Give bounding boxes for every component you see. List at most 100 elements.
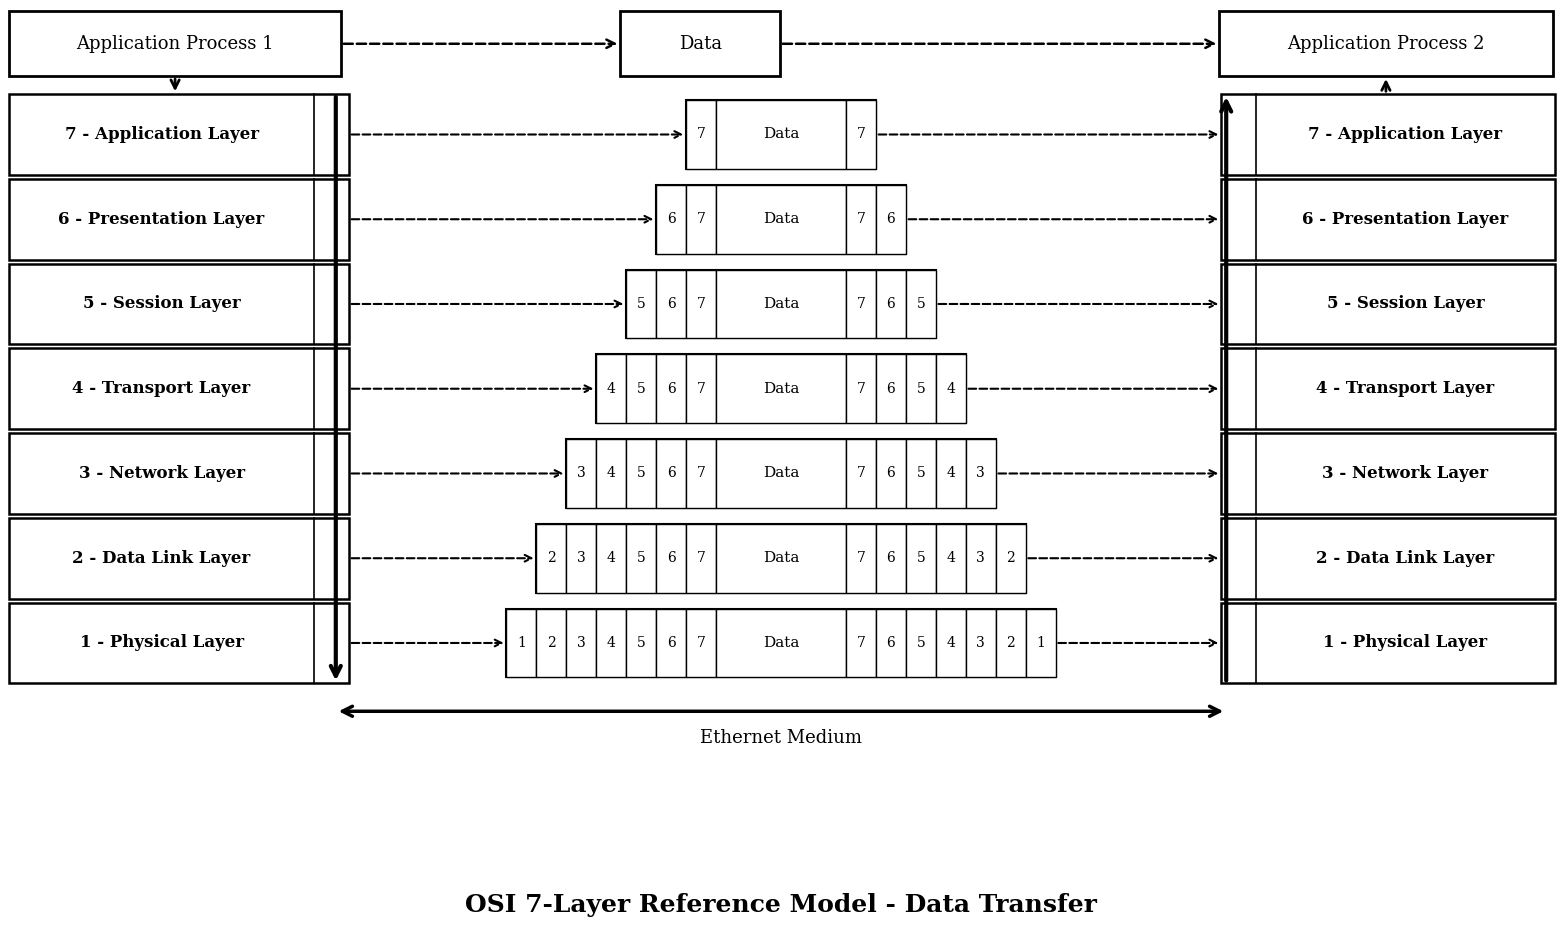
- Text: 5: 5: [637, 551, 645, 565]
- Text: Data: Data: [762, 382, 800, 396]
- Bar: [506, 609, 1056, 677]
- Text: 5 - Session Layer: 5 - Session Layer: [1326, 295, 1484, 313]
- Bar: [626, 270, 656, 338]
- Bar: [936, 439, 965, 508]
- Bar: [876, 439, 906, 508]
- Bar: [9, 517, 348, 599]
- Bar: [620, 11, 779, 77]
- Text: 6: 6: [886, 212, 895, 226]
- Bar: [597, 439, 626, 508]
- Bar: [9, 348, 348, 429]
- Bar: [906, 354, 936, 423]
- Text: 7: 7: [856, 382, 865, 396]
- Text: Data: Data: [762, 128, 800, 141]
- Text: OSI 7-Layer Reference Model - Data Transfer: OSI 7-Layer Reference Model - Data Trans…: [465, 893, 1097, 916]
- Text: Data: Data: [762, 297, 800, 311]
- Text: 3: 3: [576, 551, 586, 565]
- Text: 2: 2: [547, 636, 556, 650]
- Bar: [876, 354, 906, 423]
- Bar: [906, 524, 936, 593]
- Text: Data: Data: [762, 212, 800, 226]
- Text: 6: 6: [667, 212, 676, 226]
- Text: 6: 6: [667, 636, 676, 650]
- Bar: [686, 354, 715, 423]
- Text: 7: 7: [856, 212, 865, 226]
- Bar: [1221, 178, 1554, 260]
- Text: 2 - Data Link Layer: 2 - Data Link Layer: [1317, 550, 1495, 567]
- Bar: [1221, 602, 1554, 684]
- Text: 7: 7: [697, 466, 706, 480]
- Bar: [567, 439, 995, 508]
- Text: 5: 5: [917, 551, 925, 565]
- Text: 4: 4: [947, 551, 954, 565]
- Text: 2: 2: [1006, 551, 1015, 565]
- Text: 3: 3: [976, 636, 986, 650]
- Bar: [715, 524, 847, 593]
- Text: 3: 3: [576, 636, 586, 650]
- Bar: [686, 609, 715, 677]
- Bar: [597, 354, 965, 423]
- Text: 6: 6: [667, 382, 676, 396]
- Bar: [9, 263, 348, 345]
- Bar: [876, 270, 906, 338]
- Text: 6: 6: [667, 297, 676, 311]
- Bar: [715, 270, 847, 338]
- Text: 3: 3: [976, 551, 986, 565]
- Bar: [536, 524, 567, 593]
- Bar: [626, 609, 656, 677]
- Bar: [995, 609, 1026, 677]
- Text: 4: 4: [608, 466, 615, 480]
- Bar: [1026, 609, 1056, 677]
- Text: Application Process 2: Application Process 2: [1287, 35, 1484, 52]
- Text: 7: 7: [697, 128, 706, 141]
- Bar: [906, 609, 936, 677]
- Bar: [847, 609, 876, 677]
- Bar: [1221, 263, 1554, 345]
- Bar: [567, 524, 597, 593]
- Text: 7: 7: [856, 297, 865, 311]
- Bar: [9, 602, 348, 684]
- Bar: [686, 524, 715, 593]
- Text: 6: 6: [886, 551, 895, 565]
- Text: 1: 1: [517, 636, 526, 650]
- Bar: [847, 185, 876, 254]
- Bar: [536, 524, 1026, 593]
- Text: Data: Data: [762, 636, 800, 650]
- Text: 1 - Physical Layer: 1 - Physical Layer: [1323, 634, 1487, 652]
- Bar: [686, 185, 715, 254]
- Bar: [1221, 348, 1554, 429]
- Text: 7: 7: [697, 297, 706, 311]
- Bar: [686, 270, 715, 338]
- Bar: [656, 354, 686, 423]
- Text: 7 - Application Layer: 7 - Application Layer: [1309, 126, 1503, 143]
- Bar: [965, 524, 995, 593]
- Bar: [597, 354, 626, 423]
- Bar: [965, 609, 995, 677]
- Bar: [656, 185, 906, 254]
- Text: 5: 5: [637, 636, 645, 650]
- Bar: [906, 270, 936, 338]
- Bar: [567, 439, 597, 508]
- Text: 7: 7: [856, 636, 865, 650]
- Bar: [626, 439, 656, 508]
- Text: 6 - Presentation Layer: 6 - Presentation Layer: [58, 211, 264, 228]
- Bar: [656, 524, 686, 593]
- Text: 4: 4: [947, 636, 954, 650]
- Text: 4: 4: [947, 466, 954, 480]
- Text: 5: 5: [637, 466, 645, 480]
- Bar: [567, 609, 597, 677]
- Text: 6: 6: [886, 382, 895, 396]
- Text: 6 - Presentation Layer: 6 - Presentation Layer: [1303, 211, 1509, 228]
- Bar: [686, 100, 715, 169]
- Bar: [1220, 11, 1553, 77]
- Text: 6: 6: [886, 297, 895, 311]
- Text: 6: 6: [667, 466, 676, 480]
- Bar: [9, 11, 341, 77]
- Text: 5 - Session Layer: 5 - Session Layer: [83, 295, 241, 313]
- Bar: [626, 354, 656, 423]
- Bar: [876, 185, 906, 254]
- Text: Application Process 1: Application Process 1: [77, 35, 273, 52]
- Bar: [626, 270, 936, 338]
- Text: 4 - Transport Layer: 4 - Transport Layer: [72, 380, 251, 397]
- Bar: [847, 354, 876, 423]
